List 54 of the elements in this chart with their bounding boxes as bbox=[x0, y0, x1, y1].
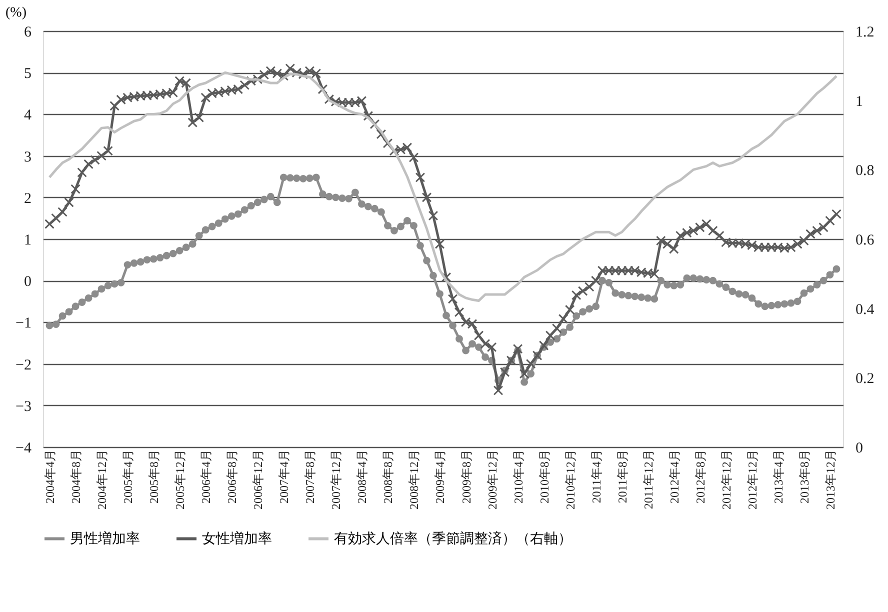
y2-tick-label: 0.2 bbox=[856, 371, 874, 388]
legend-label: 女性増加率 bbox=[202, 530, 272, 547]
x-tick-label: 2011年12月 bbox=[641, 450, 656, 510]
x-tick-label: 2010年12月 bbox=[563, 450, 578, 510]
x-tick-label: 2005年12月 bbox=[173, 450, 188, 510]
y2-tick-label: 1 bbox=[856, 94, 863, 110]
y2-tick-label: 0.6 bbox=[856, 232, 875, 248]
y-tick-label: 5 bbox=[24, 66, 32, 82]
y-tick-label: 6 bbox=[24, 24, 32, 40]
x-tick-label: 2013年12月 bbox=[823, 450, 838, 510]
y-tick-label: −3 bbox=[16, 398, 32, 415]
x-tick-label: 2007年4月 bbox=[277, 450, 292, 504]
x-tick-label: 2012年4月 bbox=[667, 450, 682, 504]
y-tick-label: −4 bbox=[16, 440, 32, 456]
y2-tick-label: 0.8 bbox=[856, 163, 874, 180]
x-tick-label: 2011年8月 bbox=[615, 450, 630, 504]
y-tick-label: 2 bbox=[24, 190, 32, 207]
y-tick-label: −2 bbox=[16, 357, 32, 374]
x-tick-label: 2010年8月 bbox=[537, 450, 552, 504]
x-tick-label: 2011年4月 bbox=[589, 450, 604, 504]
x-tick-label: 2005年8月 bbox=[147, 450, 162, 504]
x-tick-label: 2007年8月 bbox=[303, 450, 318, 504]
y-tick-label: 4 bbox=[24, 108, 32, 124]
x-tick-label: 2007年12月 bbox=[329, 450, 344, 510]
x-tick-label: 2010年4月 bbox=[511, 450, 526, 504]
x-tick-label: 2005年4月 bbox=[121, 450, 136, 504]
y-axis-title: (%) bbox=[6, 6, 27, 20]
line-series bbox=[48, 71, 838, 302]
x-tick-label: 2013年8月 bbox=[797, 450, 812, 504]
x-tick-label: 2009年12月 bbox=[485, 450, 500, 510]
legend-label: 男性増加率 bbox=[70, 530, 140, 547]
x-tick-label: 2008年8月 bbox=[381, 450, 396, 504]
x-tick-label: 2006年8月 bbox=[225, 450, 240, 504]
x-tick-label: 2009年8月 bbox=[459, 450, 474, 504]
x-tick-label: 2012年12月 bbox=[719, 450, 734, 510]
x-tick-label: 2008年4月 bbox=[355, 450, 370, 504]
legend-label: 有効求人倍率（季節調整済）（右軸） bbox=[334, 530, 572, 547]
x-tick-label: 2009年4月 bbox=[433, 450, 448, 504]
y-tick-label: −1 bbox=[16, 316, 32, 332]
x-tick-label: 2006年12月 bbox=[251, 450, 266, 510]
x-tick-label: 2004年8月 bbox=[69, 450, 84, 504]
x-tick-label: 2012年8月 bbox=[693, 450, 708, 504]
x-tick-label: 2008年12月 bbox=[407, 450, 422, 510]
x-tick-label: 2006年4月 bbox=[199, 450, 214, 504]
y-tick-label: 1 bbox=[24, 232, 32, 248]
x-tick-label: 2004年12月 bbox=[95, 450, 110, 510]
y2-tick-label: 0.4 bbox=[856, 302, 875, 318]
y-tick-label: 3 bbox=[24, 149, 32, 166]
x-tick-label: 2012年12月 bbox=[745, 450, 760, 510]
y-tick-label: 0 bbox=[24, 274, 32, 290]
x-tick-label: 2013年4月 bbox=[771, 450, 786, 504]
y2-tick-label: 0 bbox=[856, 440, 863, 456]
y2-tick-label: 1.2 bbox=[856, 24, 874, 40]
x-tick-label: 2004年4月 bbox=[43, 450, 58, 504]
